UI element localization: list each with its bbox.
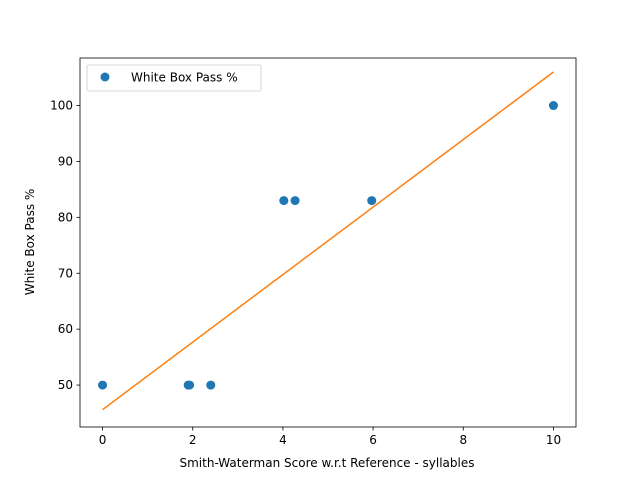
x-axis-label: Smith-Waterman Score w.r.t Reference - s… (180, 456, 475, 470)
y-tick-label: 80 (58, 210, 73, 224)
x-axis-ticks: 0 2 4 6 8 10 (99, 427, 561, 447)
x-tick-label: 10 (546, 433, 561, 447)
plot-area (79, 57, 577, 428)
data-point-0 (98, 380, 108, 390)
y-tick-label: 100 (50, 99, 73, 113)
data-point-4 (279, 196, 289, 206)
series-0 (98, 101, 558, 390)
y-tick-label: 50 (58, 378, 73, 392)
y-tick-label: 60 (58, 322, 73, 336)
data-point-7 (548, 101, 558, 111)
plot-frame (79, 57, 577, 428)
y-tick-label: 70 (58, 266, 73, 280)
data-point-5 (290, 196, 300, 206)
legend-label: White Box Pass % (131, 71, 238, 85)
series-1 (102, 71, 554, 411)
legend-marker (100, 72, 110, 82)
data-point-6 (367, 196, 377, 206)
x-tick-label: 6 (369, 433, 377, 447)
x-tick-label: 8 (459, 433, 467, 447)
x-tick-label: 0 (99, 433, 107, 447)
x-tick-label: 2 (189, 433, 197, 447)
y-axis-ticks: 50 60 70 80 90 100 (50, 99, 80, 392)
x-tick-label: 4 (279, 433, 287, 447)
data-point-2 (185, 380, 195, 390)
data-point-3 (206, 380, 216, 390)
legend: White Box Pass % (86, 64, 262, 92)
fit-line (102, 71, 554, 411)
y-tick-label: 90 (58, 154, 73, 168)
legend-box (86, 64, 262, 92)
y-axis-label: White Box Pass % (23, 189, 37, 296)
